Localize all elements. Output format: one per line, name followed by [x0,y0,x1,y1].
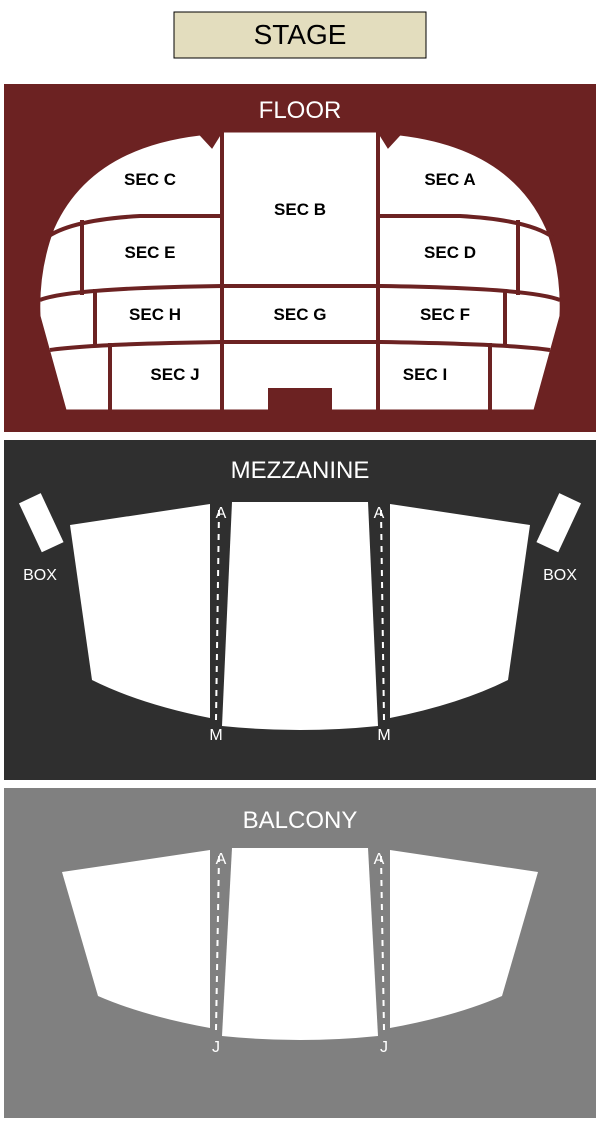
section-f[interactable]: SEC F [420,305,470,324]
balcony-block: BALCONY A A J J [4,788,596,1118]
section-j[interactable]: SEC J [150,365,199,384]
balc-center[interactable] [222,848,378,1040]
section-c[interactable]: SEC C [124,170,176,189]
mezz-center[interactable] [222,502,378,730]
section-d[interactable]: SEC D [424,243,476,262]
section-a[interactable]: SEC A [424,170,475,189]
mezz-row-a-right: A [374,505,385,522]
section-b[interactable]: SEC B [274,200,326,219]
balc-row-j-right: J [380,1039,388,1056]
stage-block: STAGE [174,12,426,58]
balc-title: BALCONY [243,807,358,834]
floor-outline [40,132,560,410]
section-g[interactable]: SEC G [274,305,327,324]
mezz-title: MEZZANINE [231,457,370,484]
section-i[interactable]: SEC I [403,365,447,384]
stage-label: STAGE [254,19,347,50]
mezz-row-m-right: M [377,727,390,744]
mezz-row-m-left: M [209,727,222,744]
floor-title: FLOOR [259,97,342,124]
section-e[interactable]: SEC E [124,243,175,262]
section-h[interactable]: SEC H [129,305,181,324]
balc-row-a-left: A [216,851,227,868]
mezz-box-left-label: BOX [23,567,57,584]
balc-row-j-left: J [212,1039,220,1056]
mezz-box-right-label: BOX [543,567,577,584]
mezzanine-block: MEZZANINE BOX BOX A A M M [4,440,596,780]
floor-block: FLOOR [4,84,596,432]
balc-row-a-right: A [374,851,385,868]
mezz-row-a-left: A [216,505,227,522]
seating-chart: STAGE FLOOR [0,0,600,1131]
